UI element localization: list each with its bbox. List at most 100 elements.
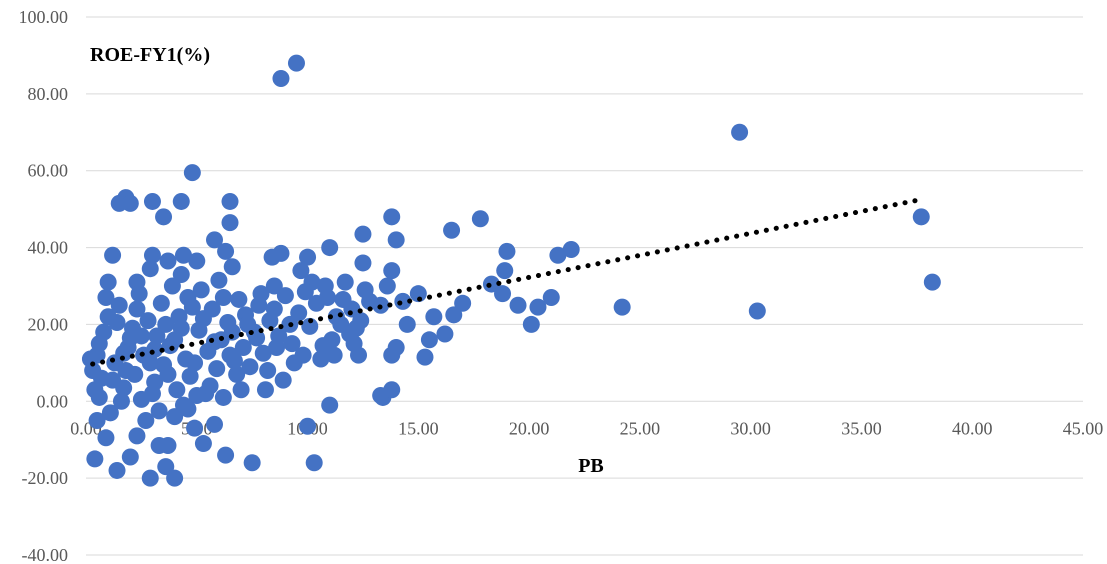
data-point [137, 412, 155, 429]
x-tick-label: 30.00 [730, 418, 771, 438]
data-point [321, 239, 339, 257]
data-point [352, 312, 370, 330]
data-point [163, 277, 181, 295]
data-point [542, 289, 560, 307]
data-point [108, 314, 126, 332]
data-point [223, 258, 241, 276]
data-point [217, 242, 235, 260]
data-point [181, 367, 199, 385]
data-point [314, 337, 332, 355]
data-point [90, 335, 108, 353]
data-point [194, 310, 212, 328]
data-point [186, 419, 204, 437]
data-point [139, 312, 157, 330]
data-point [148, 327, 166, 345]
data-point [312, 350, 330, 368]
x-tick-label: 35.00 [841, 418, 882, 438]
data-point [121, 194, 139, 212]
data-point [436, 325, 454, 343]
data-point [88, 412, 106, 429]
data-point [305, 454, 323, 472]
data-point [301, 317, 319, 335]
y-tick-label: 0.00 [37, 391, 69, 411]
data-point [912, 208, 930, 226]
data-point [529, 298, 547, 316]
data-point [290, 304, 308, 322]
data-point [316, 277, 334, 295]
data-point [265, 300, 283, 318]
data-point [186, 354, 204, 372]
data-point [179, 400, 197, 418]
data-point [159, 252, 177, 270]
data-point [104, 371, 122, 389]
y-tick-label: 80.00 [28, 84, 69, 104]
data-point [250, 296, 268, 314]
data-point [214, 289, 232, 307]
data-point [206, 231, 224, 249]
data-point [443, 221, 461, 239]
data-point [214, 388, 232, 406]
data-point [265, 277, 283, 295]
data-point [150, 402, 168, 420]
data-point [243, 454, 261, 472]
data-point [132, 327, 150, 345]
data-point [482, 275, 500, 293]
x-tick-label: 15.00 [398, 418, 439, 438]
data-point [221, 346, 239, 364]
data-point [496, 262, 514, 280]
data-point [206, 333, 224, 351]
data-point [208, 360, 226, 378]
data-point [143, 246, 161, 264]
y-tick-label: -40.00 [22, 545, 69, 564]
y-tick-labels: -40.00 -20.00 0.00 20.00 40.00 60.00 80.00 100.… [19, 7, 69, 564]
data-point [121, 448, 139, 466]
y-axis-title: ROE-FY1(%) [90, 44, 210, 66]
data-point [613, 298, 631, 316]
data-point [307, 294, 325, 312]
data-point [325, 346, 343, 364]
data-point [259, 362, 277, 380]
data-point [296, 283, 314, 301]
data-point [254, 344, 272, 362]
data-point [409, 285, 427, 303]
data-point [509, 296, 527, 314]
data-point [194, 435, 212, 453]
data-point [454, 294, 472, 312]
data-point [471, 210, 489, 228]
y-tick-label: 40.00 [28, 238, 69, 258]
data-point [172, 192, 190, 210]
data-point [128, 427, 146, 445]
data-point [263, 248, 281, 266]
data-point [299, 417, 317, 435]
x-tick-labels: 0.005.0010.0015.0020.0025.0030.0035.0040… [70, 418, 1103, 438]
data-point [276, 287, 294, 305]
data-point [394, 292, 412, 310]
data-point [299, 248, 317, 266]
data-point [270, 327, 288, 345]
data-point [241, 358, 259, 376]
x-tick-label: 40.00 [952, 418, 993, 438]
data-point [292, 262, 310, 280]
data-point [285, 354, 303, 372]
y-tick-label: 20.00 [28, 314, 69, 334]
data-point [141, 469, 159, 487]
data-point [221, 192, 239, 210]
data-point [115, 344, 133, 362]
data-point [230, 290, 248, 308]
data-point [159, 436, 177, 454]
data-point [228, 365, 246, 383]
data-point [223, 323, 241, 341]
data-point [101, 404, 119, 422]
data-point [141, 354, 159, 372]
data-point [232, 381, 250, 399]
data-point [354, 225, 372, 243]
data-point [425, 308, 443, 326]
data-point [110, 296, 128, 314]
data-point [549, 246, 567, 264]
data-point [387, 338, 405, 356]
data-point [383, 381, 401, 399]
data-point [387, 231, 405, 249]
data-point [152, 294, 170, 312]
data-point [166, 469, 184, 487]
